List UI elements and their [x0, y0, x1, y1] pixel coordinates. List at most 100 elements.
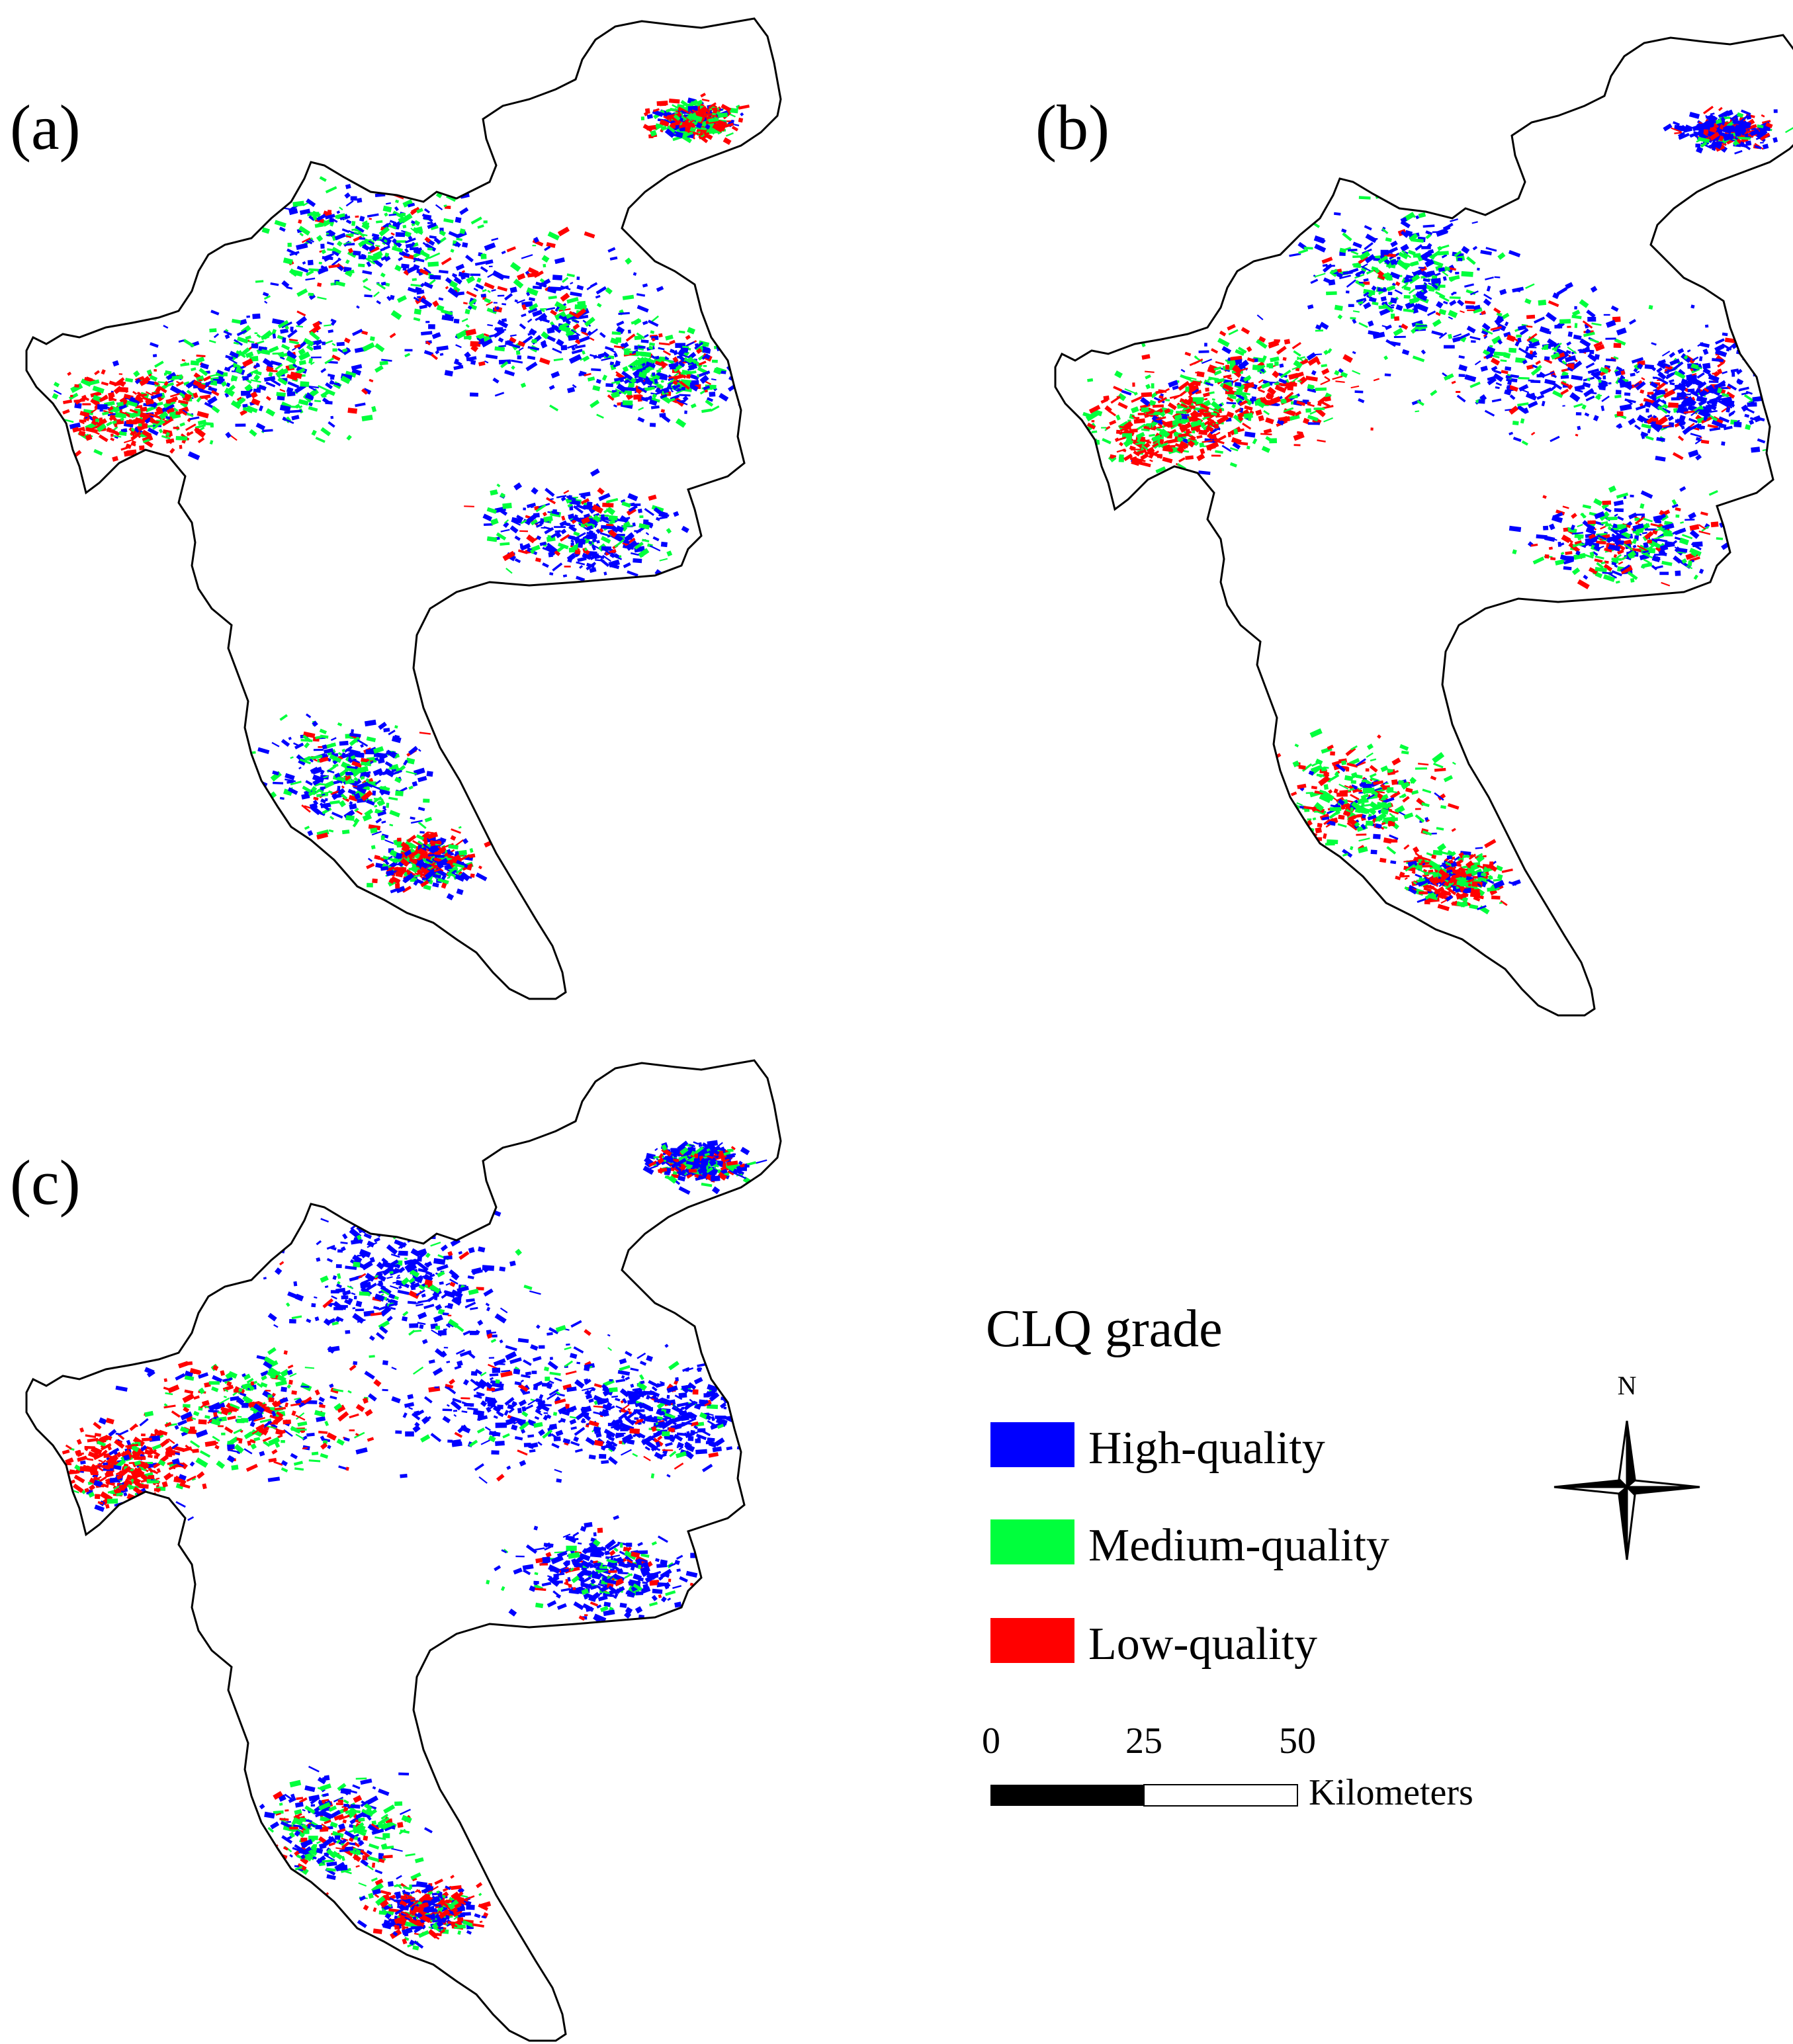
cropland-patch — [1279, 363, 1284, 368]
cropland-patch — [420, 331, 433, 336]
cropland-patch — [486, 301, 493, 306]
cropland-patch — [614, 538, 625, 548]
cropland-patch — [296, 288, 308, 297]
cropland-patch — [1456, 391, 1461, 393]
cropland-patch — [404, 237, 416, 244]
cropland-patch — [95, 422, 99, 425]
cropland-patch — [560, 534, 570, 542]
cropland-patch — [1613, 343, 1622, 348]
cropland-patch — [1405, 230, 1413, 237]
cropland-patch — [475, 283, 484, 290]
cropland-patch — [89, 379, 100, 386]
cropland-patch — [382, 806, 386, 810]
cropland-patch — [431, 353, 438, 361]
cropland-patch — [279, 356, 285, 360]
cropland-patch — [1362, 787, 1375, 794]
cropland-patch — [150, 392, 163, 400]
cropland-patch — [684, 118, 689, 124]
cropland-patch — [1509, 431, 1514, 436]
cropland-patch — [143, 454, 150, 459]
cropland-patch — [1178, 457, 1186, 463]
cropland-patch — [1346, 279, 1356, 288]
cropland-patch — [1384, 373, 1391, 377]
cropland-patch — [681, 525, 689, 533]
cropland-patch — [644, 333, 649, 338]
cropland-patch — [1614, 513, 1618, 517]
cropland-patch — [113, 386, 123, 394]
cropland-patch — [324, 747, 333, 754]
cropland-patch — [1324, 376, 1331, 381]
cropland-patch — [1087, 378, 1094, 382]
cropland-patch — [625, 257, 633, 265]
cropland-patch — [605, 523, 614, 527]
cropland-patch — [234, 339, 243, 346]
cropland-patch — [622, 366, 629, 372]
cropland-patch — [159, 411, 169, 420]
cropland-patch — [185, 382, 191, 388]
cropland-patch — [665, 334, 674, 341]
cropland-patch — [366, 799, 375, 806]
cropland-patch — [609, 361, 615, 366]
cropland-patch — [582, 552, 591, 560]
cropland-patch — [1555, 559, 1565, 566]
cropland-patch — [1234, 382, 1242, 387]
cropland-patch — [473, 287, 478, 292]
cropland-patch — [590, 337, 595, 341]
cropland-patch — [1408, 288, 1416, 294]
cropland-patch — [296, 341, 307, 350]
cropland-patch — [566, 552, 577, 562]
cropland-patch — [306, 198, 316, 207]
cropland-patch — [361, 388, 369, 395]
cropland-patch — [609, 256, 618, 261]
cropland-patch — [163, 380, 169, 386]
cropland-patch — [453, 364, 464, 370]
cropland-patch — [325, 791, 331, 794]
cropland-patch — [1394, 316, 1400, 321]
cropland-patch — [1346, 767, 1350, 772]
cropland-patch — [1350, 385, 1360, 389]
cropland-patch — [320, 769, 325, 775]
cropland-patch — [362, 342, 375, 352]
cropland-patch — [653, 108, 660, 112]
cropland-patch — [1430, 775, 1437, 781]
cropland-patch — [1457, 299, 1465, 307]
cropland-patch — [256, 333, 261, 338]
cropland-patch — [514, 558, 521, 564]
cropland-patch — [274, 220, 286, 228]
cropland-patch — [422, 862, 432, 868]
cropland-patch — [322, 775, 329, 779]
cropland-patch — [570, 542, 574, 546]
cropland-patch — [496, 532, 507, 540]
cropland-patch — [311, 754, 323, 760]
cropland-patch — [356, 198, 363, 203]
cropland-patch — [596, 540, 600, 544]
cropland-patch — [329, 230, 335, 234]
cropland-patch — [116, 402, 124, 407]
cropland-patch — [1383, 837, 1392, 844]
cropland-patch — [497, 286, 508, 292]
cropland-patch — [373, 235, 380, 240]
cropland-patch — [525, 361, 538, 372]
cropland-patch — [596, 302, 602, 308]
cropland-patch — [373, 291, 380, 298]
cropland-patch — [621, 499, 626, 503]
cropland-patch — [1364, 242, 1374, 251]
cropland-patch — [429, 235, 437, 239]
cropland-patch — [589, 567, 597, 574]
cropland-patch — [1418, 763, 1429, 766]
cropland-patch — [1141, 354, 1151, 360]
cropland-patch — [335, 280, 346, 287]
cropland-patch — [1329, 807, 1342, 812]
cropland-patch — [427, 261, 439, 267]
cropland-patch — [424, 868, 437, 880]
cropland-patch — [212, 380, 218, 384]
cropland-patch — [342, 348, 348, 353]
cropland-patch — [632, 367, 644, 378]
cropland-patch — [152, 402, 158, 408]
cropland-patch — [394, 777, 402, 783]
cropland-patch — [380, 866, 389, 871]
cropland-patch — [535, 318, 539, 321]
cropland-patch — [413, 296, 420, 302]
cropland-patch — [1692, 541, 1703, 548]
cropland-patch — [1400, 230, 1409, 238]
